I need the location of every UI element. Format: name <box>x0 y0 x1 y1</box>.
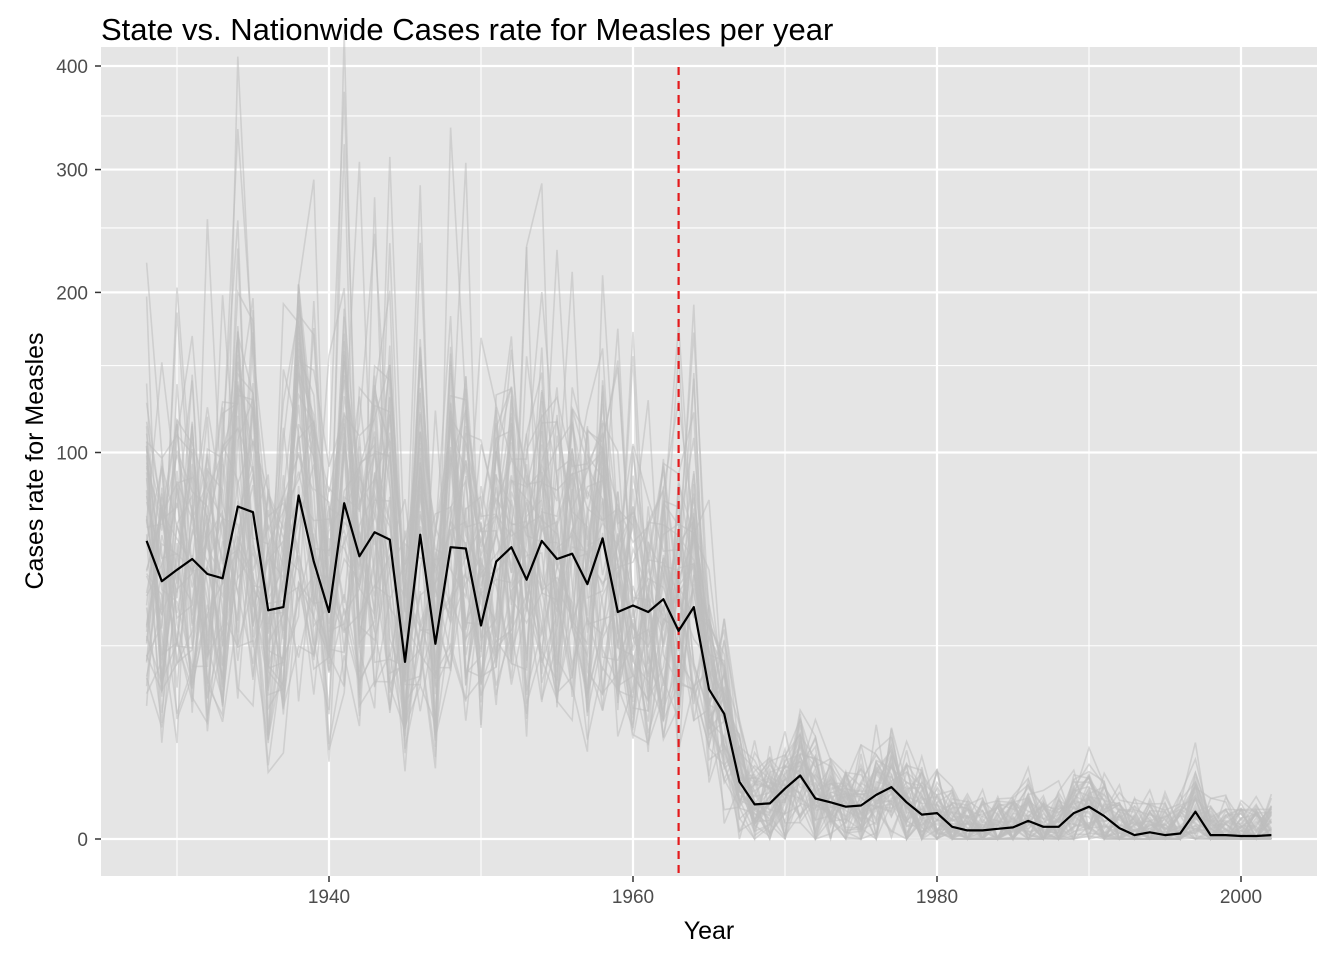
state-series-line <box>145 299 1272 841</box>
state-series-line <box>145 284 1273 842</box>
state-series-line <box>145 309 1273 841</box>
state-series-line <box>145 361 1272 840</box>
y-tick-label: 100 <box>56 444 88 465</box>
chart-title: State vs. Nationwide Cases rate for Meas… <box>101 12 833 47</box>
minor-gridlines <box>101 47 1317 876</box>
x-tick-label: 1960 <box>612 887 654 908</box>
y-tick-label: 300 <box>56 161 88 182</box>
nationwide-series-line <box>145 494 1272 838</box>
x-axis-title: Year <box>684 917 735 945</box>
state-series-line <box>145 162 1272 840</box>
state-series-line <box>145 396 1273 841</box>
x-axis: 1940 1960 1980 2000 <box>308 876 1262 908</box>
y-axis-title: Cases rate for Measles <box>21 332 49 589</box>
y-tick-label: 400 <box>56 57 88 78</box>
y-tick-label: 200 <box>56 283 88 304</box>
nationwide-line <box>145 494 1272 838</box>
x-tick-label: 1940 <box>308 887 350 908</box>
x-tick-label: 1980 <box>916 887 958 908</box>
x-tick-label: 2000 <box>1220 887 1262 908</box>
state-series-line <box>145 315 1273 842</box>
state-series-line <box>145 301 1272 841</box>
y-axis: 0 100 200 300 400 <box>56 57 101 851</box>
state-series-line <box>145 354 1273 841</box>
y-tick-label: 0 <box>77 830 88 851</box>
state-lines <box>145 33 1273 842</box>
